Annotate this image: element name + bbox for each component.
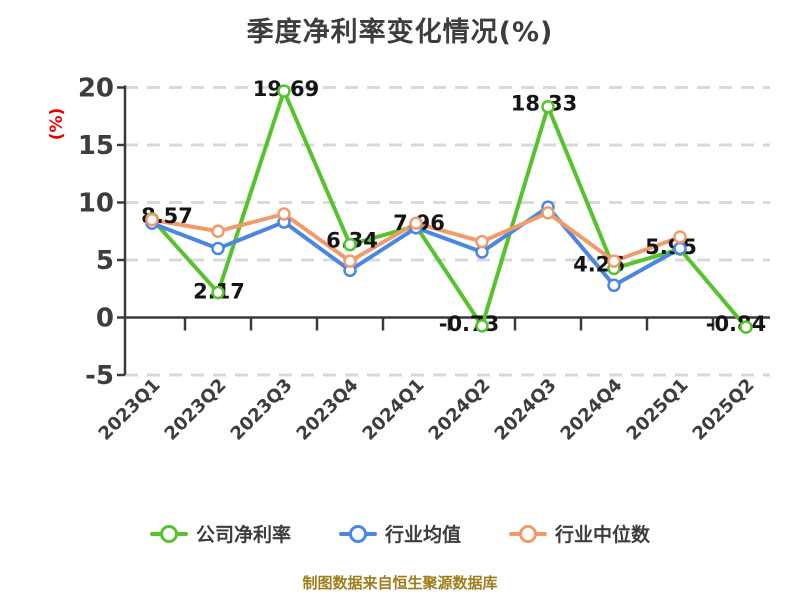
x-tick-label: 2024Q4 [557, 375, 627, 445]
x-tick-label: 2025Q2 [689, 375, 759, 445]
industry-avg-line-marker-icon [338, 524, 377, 544]
data-label: 5.95 [645, 235, 697, 259]
series-0-point-marker [211, 285, 225, 300]
x-tick-label: 2025Q1 [623, 375, 693, 445]
data-label: -0.73 [439, 312, 500, 336]
series-line-0 [150, 89, 748, 330]
chart-title: 季度净利率变化情况(%) [246, 17, 554, 48]
series-2-point-marker [409, 216, 423, 230]
legend-label-industry-avg: 行业均值 [384, 524, 461, 546]
series-2-point-marker [475, 234, 489, 249]
series-0-point-marker [277, 84, 291, 98]
legend-item-company: 公司净利率 [149, 520, 291, 547]
series-2-point-marker [607, 254, 621, 268]
y-axis-unit-label: (%) [47, 108, 67, 141]
series-0-point-marker [739, 320, 753, 334]
y-tick-label: 0 [96, 304, 114, 334]
x-tick-label: 2024Q3 [491, 375, 561, 445]
y-tick-label: 15 [78, 131, 114, 161]
series-2-point-marker [277, 207, 291, 221]
industry-median-line-marker-icon [509, 524, 547, 544]
series-0-point-marker [343, 237, 357, 252]
series-2-point-marker [673, 230, 687, 244]
legend-label-company: 公司净利率 [195, 524, 291, 546]
series-2-point-marker [343, 254, 357, 268]
legend: 公司净利率 行业均值 行业中位数 [0, 520, 800, 547]
company-line-marker-icon [149, 524, 188, 544]
legend-item-industry-median: 行业中位数 [509, 520, 650, 547]
series-2-point-marker [145, 213, 159, 227]
x-tick-label: 2023Q3 [227, 375, 297, 445]
series-0-point-marker [541, 99, 555, 114]
x-tick-label: 2023Q4 [293, 375, 363, 445]
data-label: -0.84 [706, 312, 767, 336]
series-1-point-marker [607, 278, 621, 293]
series-2-point-marker [541, 206, 555, 220]
series-1-point-marker [211, 241, 225, 256]
legend-label-industry-median: 行业中位数 [555, 524, 651, 546]
series-1-point-marker [673, 241, 687, 256]
data-source-footer: 制图数据来自恒生聚源数据库 [302, 574, 498, 592]
x-tick-label: 2024Q1 [359, 375, 429, 445]
x-tick-label: 2023Q2 [161, 375, 231, 445]
series-2-point-marker [211, 224, 225, 238]
y-tick-label: 5 [96, 246, 114, 276]
series-0-point-marker [475, 319, 489, 333]
x-tick-label: 2024Q2 [425, 375, 495, 445]
legend-item-industry-avg: 行业均值 [338, 520, 461, 547]
y-tick-label: -5 [85, 361, 114, 391]
y-tick-label: 20 [78, 74, 114, 104]
y-tick-label: 10 [78, 189, 114, 219]
